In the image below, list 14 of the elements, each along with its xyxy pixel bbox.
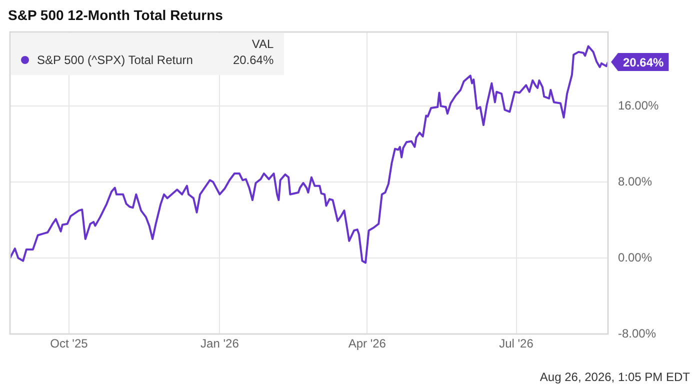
x-tick-label: Jul '26: [499, 336, 534, 351]
text: 20.64%: [232, 53, 274, 67]
y-tick-label: 0.00%: [618, 250, 652, 264]
chart-title: S&P 500 12-Month Total Returns: [8, 7, 223, 23]
text: Aug 26, 2026, 1:05 PM EDT: [540, 370, 690, 384]
y-tick-label: 8.00%: [618, 174, 652, 188]
y-tick-label: 16.00%: [618, 98, 660, 112]
x-tick-label: Apr '26: [348, 336, 386, 351]
data-label: 20.64%: [623, 55, 664, 70]
legend-label: S&P 500 (^SPX) Total Return: [37, 53, 193, 67]
legend-title: VAL: [250, 37, 274, 51]
y-tick-label: -8.00%: [618, 326, 656, 340]
x-tick-label: Oct '25: [50, 336, 88, 351]
x-tick-label: Jan '26: [200, 336, 240, 351]
